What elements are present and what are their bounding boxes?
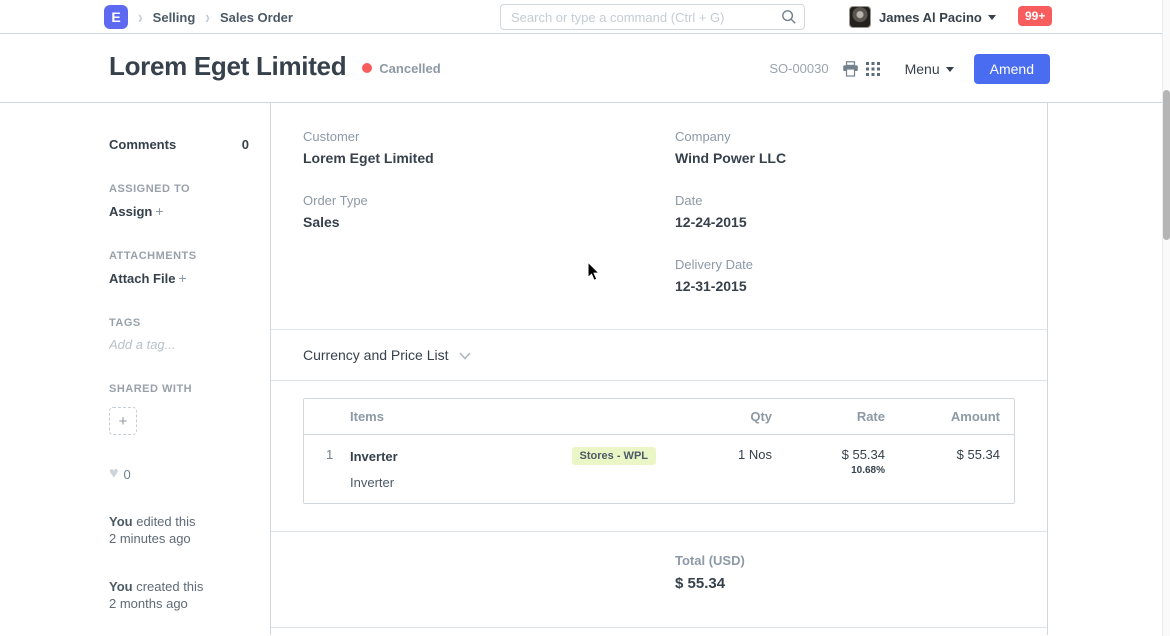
created-info: You created this 2 months ago	[109, 579, 204, 611]
attachments-heading: ATTACHMENTS	[109, 250, 197, 262]
search-input[interactable]	[500, 4, 805, 30]
chevron-down-icon	[458, 347, 471, 365]
tag-input[interactable]	[109, 337, 239, 352]
share-add-button[interactable]: +	[109, 407, 137, 435]
page-head: Lorem Eget Limited Cancelled SO-00030 Me…	[0, 34, 1170, 103]
field-company: Company Wind Power LLC	[675, 129, 787, 166]
breadcrumb-sales-order[interactable]: Sales Order	[219, 9, 293, 25]
comments-label: Comments	[109, 137, 177, 152]
comments-link[interactable]: Comments 0	[109, 137, 249, 152]
currency-section-toggle[interactable]: Currency and Price List	[271, 329, 1047, 381]
search-icon[interactable]	[781, 9, 797, 30]
col-qty: Qty	[750, 409, 772, 424]
page-title: Lorem Eget Limited	[109, 51, 347, 81]
print-icon[interactable]	[842, 60, 859, 77]
chevron-down-icon	[987, 14, 996, 20]
tags-heading: TAGS	[109, 317, 141, 329]
item-margin: 10.68%	[851, 465, 885, 476]
shared-with-heading: SHARED WITH	[109, 383, 193, 395]
items-table: Items Qty Rate Amount 1 Inverter Stores …	[303, 398, 1015, 504]
item-description: Inverter	[350, 475, 395, 490]
amend-button[interactable]: Amend	[973, 53, 1050, 84]
like-button[interactable]: ♥ 0	[109, 466, 249, 482]
status-indicator-dot	[362, 63, 373, 73]
items-table-header: Items Qty Rate Amount	[304, 399, 1014, 435]
item-name: Inverter	[350, 448, 398, 464]
field-date: Date 12-24-2015	[675, 193, 747, 230]
edited-info: You edited this 2 minutes ago	[109, 514, 196, 546]
scrollbar-thumb[interactable]	[1163, 90, 1170, 240]
items-section: Items Qty Rate Amount 1 Inverter Stores …	[271, 381, 1047, 531]
notifications-badge[interactable]: 99+	[1018, 6, 1053, 26]
item-amount: $ 55.34	[956, 447, 1000, 462]
status-label: Cancelled	[379, 60, 441, 76]
user-name[interactable]: James Al Pacino	[879, 9, 982, 25]
doc-id: SO-00030	[769, 61, 829, 76]
chevron-down-icon	[945, 67, 954, 73]
plus-icon: +	[155, 203, 164, 219]
field-spacer	[303, 257, 675, 321]
form-area: Customer Lorem Eget Limited Company Wind…	[271, 103, 1048, 635]
row-index: 1	[326, 447, 334, 462]
comments-count: 0	[241, 137, 249, 152]
breadcrumb: › Selling › Sales Order	[138, 0, 293, 34]
menu-button[interactable]: Menu	[905, 61, 954, 77]
attach-file-button[interactable]: Attach File +	[109, 270, 187, 286]
global-search	[500, 4, 805, 30]
scrollbar-track[interactable]	[1162, 0, 1170, 636]
assigned-to-heading: ASSIGNED TO	[109, 183, 191, 195]
heart-icon: ♥	[109, 465, 119, 482]
breadcrumb-selling[interactable]: Selling	[152, 9, 196, 25]
totals-section: Total (USD) $ 55.34	[271, 531, 1047, 628]
like-count: 0	[123, 466, 131, 482]
sidebar: Comments 0 ASSIGNED TO Assign + ATTACHMEN…	[0, 103, 271, 635]
right-gutter	[1048, 103, 1170, 635]
breadcrumb-chevron-icon: ›	[205, 6, 210, 28]
breadcrumb-chevron-icon: ›	[138, 6, 143, 28]
field-grid: Customer Lorem Eget Limited Company Wind…	[271, 103, 1047, 321]
assign-button[interactable]: Assign +	[109, 203, 164, 219]
field-delivery-date: Delivery Date 12-31-2015	[675, 257, 754, 294]
user-menu: James Al Pacino	[849, 0, 996, 34]
table-row[interactable]: 1 Inverter Stores - WPL Inverter 1 Nos $…	[304, 435, 1014, 503]
avatar[interactable]	[849, 6, 871, 28]
app-logo[interactable]: E	[104, 5, 128, 29]
warehouse-badge: Stores - WPL	[571, 447, 656, 465]
grid-menu-icon[interactable]	[865, 61, 880, 76]
navbar: E › Selling › Sales Order James Al Pacin…	[0, 0, 1170, 34]
col-items: Items	[350, 409, 384, 424]
col-amount: Amount	[950, 409, 1000, 424]
col-rate: Rate	[856, 409, 885, 424]
field-total: Total (USD) $ 55.34	[675, 553, 745, 592]
item-rate: $ 55.34	[841, 447, 885, 462]
item-qty: 1 Nos	[738, 447, 772, 462]
plus-icon: +	[178, 270, 187, 286]
field-customer: Customer Lorem Eget Limited	[303, 129, 434, 166]
plus-icon: +	[118, 412, 128, 430]
field-order-type: Order Type Sales	[303, 193, 368, 230]
